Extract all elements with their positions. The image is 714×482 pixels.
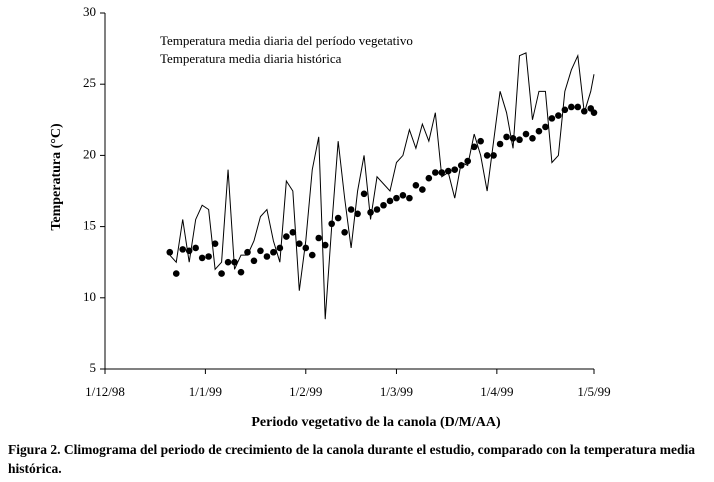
y-tick-label: 15 bbox=[83, 218, 96, 233]
legend-label: Temperatura media diaria del período veg… bbox=[160, 33, 413, 48]
data-point bbox=[393, 194, 400, 202]
x-tick-label: 1/1/99 bbox=[189, 384, 222, 399]
data-point bbox=[457, 162, 465, 169]
data-point bbox=[432, 169, 439, 176]
data-point bbox=[380, 201, 387, 209]
data-point bbox=[406, 194, 413, 202]
chart: Temperatura media diaria del período veg… bbox=[49, 4, 610, 430]
data-point bbox=[192, 244, 199, 252]
y-tick-label: 20 bbox=[83, 146, 96, 161]
data-point bbox=[321, 241, 329, 249]
data-point bbox=[354, 210, 361, 218]
data-point bbox=[522, 130, 530, 138]
data-point bbox=[386, 197, 394, 205]
figure-caption: Figura 2. Climograma del periodo de crec… bbox=[8, 442, 696, 476]
data-point bbox=[496, 140, 504, 148]
data-point bbox=[185, 247, 193, 255]
data-point bbox=[205, 253, 212, 260]
data-point bbox=[529, 135, 536, 142]
x-tick-label: 1/4/99 bbox=[480, 384, 513, 399]
data-point bbox=[302, 244, 310, 252]
data-point bbox=[296, 240, 303, 247]
data-point bbox=[172, 270, 180, 277]
data-point bbox=[590, 109, 598, 116]
data-point bbox=[308, 251, 316, 259]
data-point bbox=[263, 253, 271, 260]
data-point bbox=[231, 258, 238, 266]
data-point bbox=[425, 174, 433, 182]
data-line bbox=[169, 52, 595, 320]
data-point bbox=[509, 135, 517, 142]
data-point bbox=[334, 214, 342, 222]
data-point bbox=[542, 123, 549, 131]
data-point bbox=[535, 127, 543, 135]
data-point bbox=[237, 268, 245, 276]
data-point bbox=[341, 228, 348, 236]
y-tick-label: 5 bbox=[90, 360, 97, 375]
data-point bbox=[289, 228, 297, 236]
data-point bbox=[218, 270, 225, 277]
data-point bbox=[399, 191, 407, 199]
data-point bbox=[360, 190, 368, 198]
data-point bbox=[419, 186, 426, 193]
y-tick-label: 30 bbox=[83, 4, 96, 19]
data-point bbox=[276, 244, 284, 252]
data-point bbox=[283, 233, 290, 240]
x-tick-label: 1/12/98 bbox=[85, 384, 125, 399]
data-point bbox=[451, 166, 459, 173]
data-point bbox=[574, 103, 582, 111]
data-point bbox=[516, 136, 523, 144]
data-point bbox=[198, 254, 206, 262]
x-tick-label: 1/5/99 bbox=[577, 384, 610, 399]
y-tick-label: 10 bbox=[83, 289, 96, 304]
data-point bbox=[477, 137, 484, 145]
data-point bbox=[568, 103, 575, 111]
data-point bbox=[257, 247, 264, 255]
data-point bbox=[438, 169, 446, 176]
data-point bbox=[373, 206, 381, 213]
data-point bbox=[211, 240, 219, 247]
data-point bbox=[555, 112, 562, 119]
data-point bbox=[490, 152, 497, 159]
data-point bbox=[548, 115, 556, 122]
data-point bbox=[367, 209, 374, 216]
data-point bbox=[166, 248, 174, 256]
y-tick-label: 25 bbox=[83, 75, 96, 90]
x-axis-label: Periodo vegetativo de la canola (D/M/AA) bbox=[251, 415, 501, 430]
data-point bbox=[244, 248, 251, 256]
data-point bbox=[483, 152, 491, 159]
legend-label: Temperatura media diaria histórica bbox=[160, 51, 342, 66]
data-point bbox=[270, 248, 277, 256]
data-point bbox=[580, 107, 588, 115]
data-point bbox=[347, 206, 355, 213]
data-point bbox=[328, 220, 335, 228]
x-tick-label: 1/2/99 bbox=[289, 384, 322, 399]
data-point bbox=[561, 106, 569, 114]
data-point bbox=[224, 258, 232, 266]
data-point bbox=[464, 157, 472, 165]
data-point bbox=[503, 133, 510, 141]
data-point bbox=[315, 234, 323, 242]
x-tick-label: 1/3/99 bbox=[380, 384, 413, 399]
data-point bbox=[250, 257, 258, 265]
data-point bbox=[444, 167, 452, 175]
data-point bbox=[179, 246, 187, 253]
data-point bbox=[470, 143, 478, 151]
y-axis-label: Temperatura (°C) bbox=[49, 123, 64, 231]
data-point bbox=[412, 182, 420, 189]
